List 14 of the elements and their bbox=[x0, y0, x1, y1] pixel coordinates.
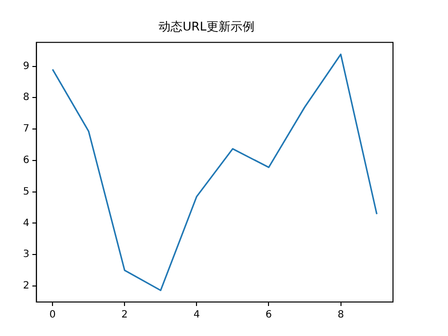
y-tick-label: 6 bbox=[22, 155, 30, 166]
x-tick-label: 6 bbox=[266, 310, 272, 321]
y-tick-label: 5 bbox=[22, 186, 30, 198]
x-tick-label: 2 bbox=[121, 310, 128, 321]
y-tick-label: 4 bbox=[22, 218, 30, 229]
y-tick-label: 8 bbox=[22, 92, 30, 104]
y-tick-label: 3 bbox=[22, 249, 30, 260]
x-tick-label: 8 bbox=[338, 310, 344, 321]
chart-title: 动态URL更新示例 bbox=[158, 19, 254, 34]
y-tick-label: 2 bbox=[22, 280, 30, 292]
x-tick-label: 4 bbox=[193, 310, 200, 321]
y-tick-label: 9 bbox=[22, 60, 30, 72]
x-tick-label: 0 bbox=[49, 310, 56, 321]
y-tick-label: 7 bbox=[22, 124, 30, 135]
